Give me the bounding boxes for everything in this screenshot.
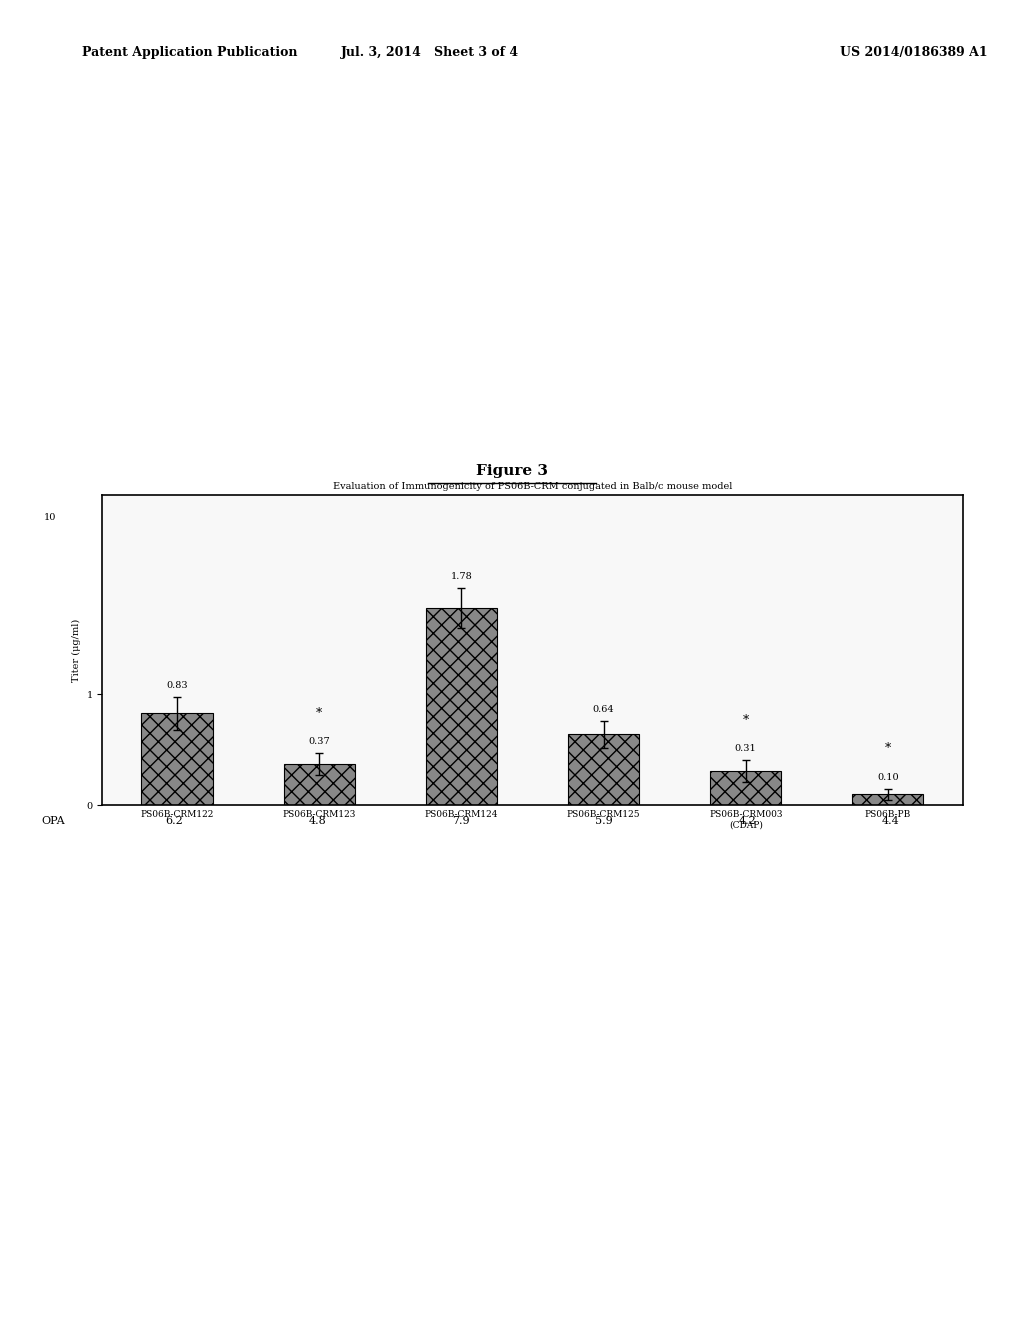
Text: 6.2: 6.2 [165, 816, 183, 826]
Bar [426, 609, 497, 805]
Bar [711, 771, 781, 805]
Bar [852, 795, 924, 805]
Text: *: * [885, 742, 891, 755]
Text: Patent Application Publication: Patent Application Publication [82, 46, 297, 59]
Text: 4.4: 4.4 [882, 816, 900, 826]
Bar [568, 734, 639, 805]
Text: 0.37: 0.37 [308, 738, 330, 747]
Text: 0.64: 0.64 [593, 705, 614, 714]
Bar [141, 713, 213, 805]
Text: US 2014/0186389 A1: US 2014/0186389 A1 [840, 46, 987, 59]
Text: Jul. 3, 2014   Sheet 3 of 4: Jul. 3, 2014 Sheet 3 of 4 [341, 46, 519, 59]
Text: *: * [316, 708, 323, 719]
Text: 1.78: 1.78 [451, 573, 472, 581]
Text: OPA: OPA [41, 816, 65, 826]
Text: 0.31: 0.31 [735, 744, 757, 754]
Text: *: * [742, 714, 749, 726]
Text: 4.8: 4.8 [308, 816, 327, 826]
Text: 5.9: 5.9 [595, 816, 613, 826]
Text: 7.9: 7.9 [452, 816, 470, 826]
Y-axis label: Titer (μg/ml): Titer (μg/ml) [72, 619, 81, 681]
Bar [284, 764, 354, 805]
Text: 10: 10 [44, 512, 56, 521]
Text: 0.10: 0.10 [878, 774, 899, 781]
Title: Evaluation of Immunogenicity of PS06B-CRM conjugated in Balb/c mouse model: Evaluation of Immunogenicity of PS06B-CR… [333, 482, 732, 491]
Text: 4.2: 4.2 [738, 816, 757, 826]
Text: Figure 3: Figure 3 [476, 463, 548, 478]
Text: 0.83: 0.83 [166, 681, 187, 690]
